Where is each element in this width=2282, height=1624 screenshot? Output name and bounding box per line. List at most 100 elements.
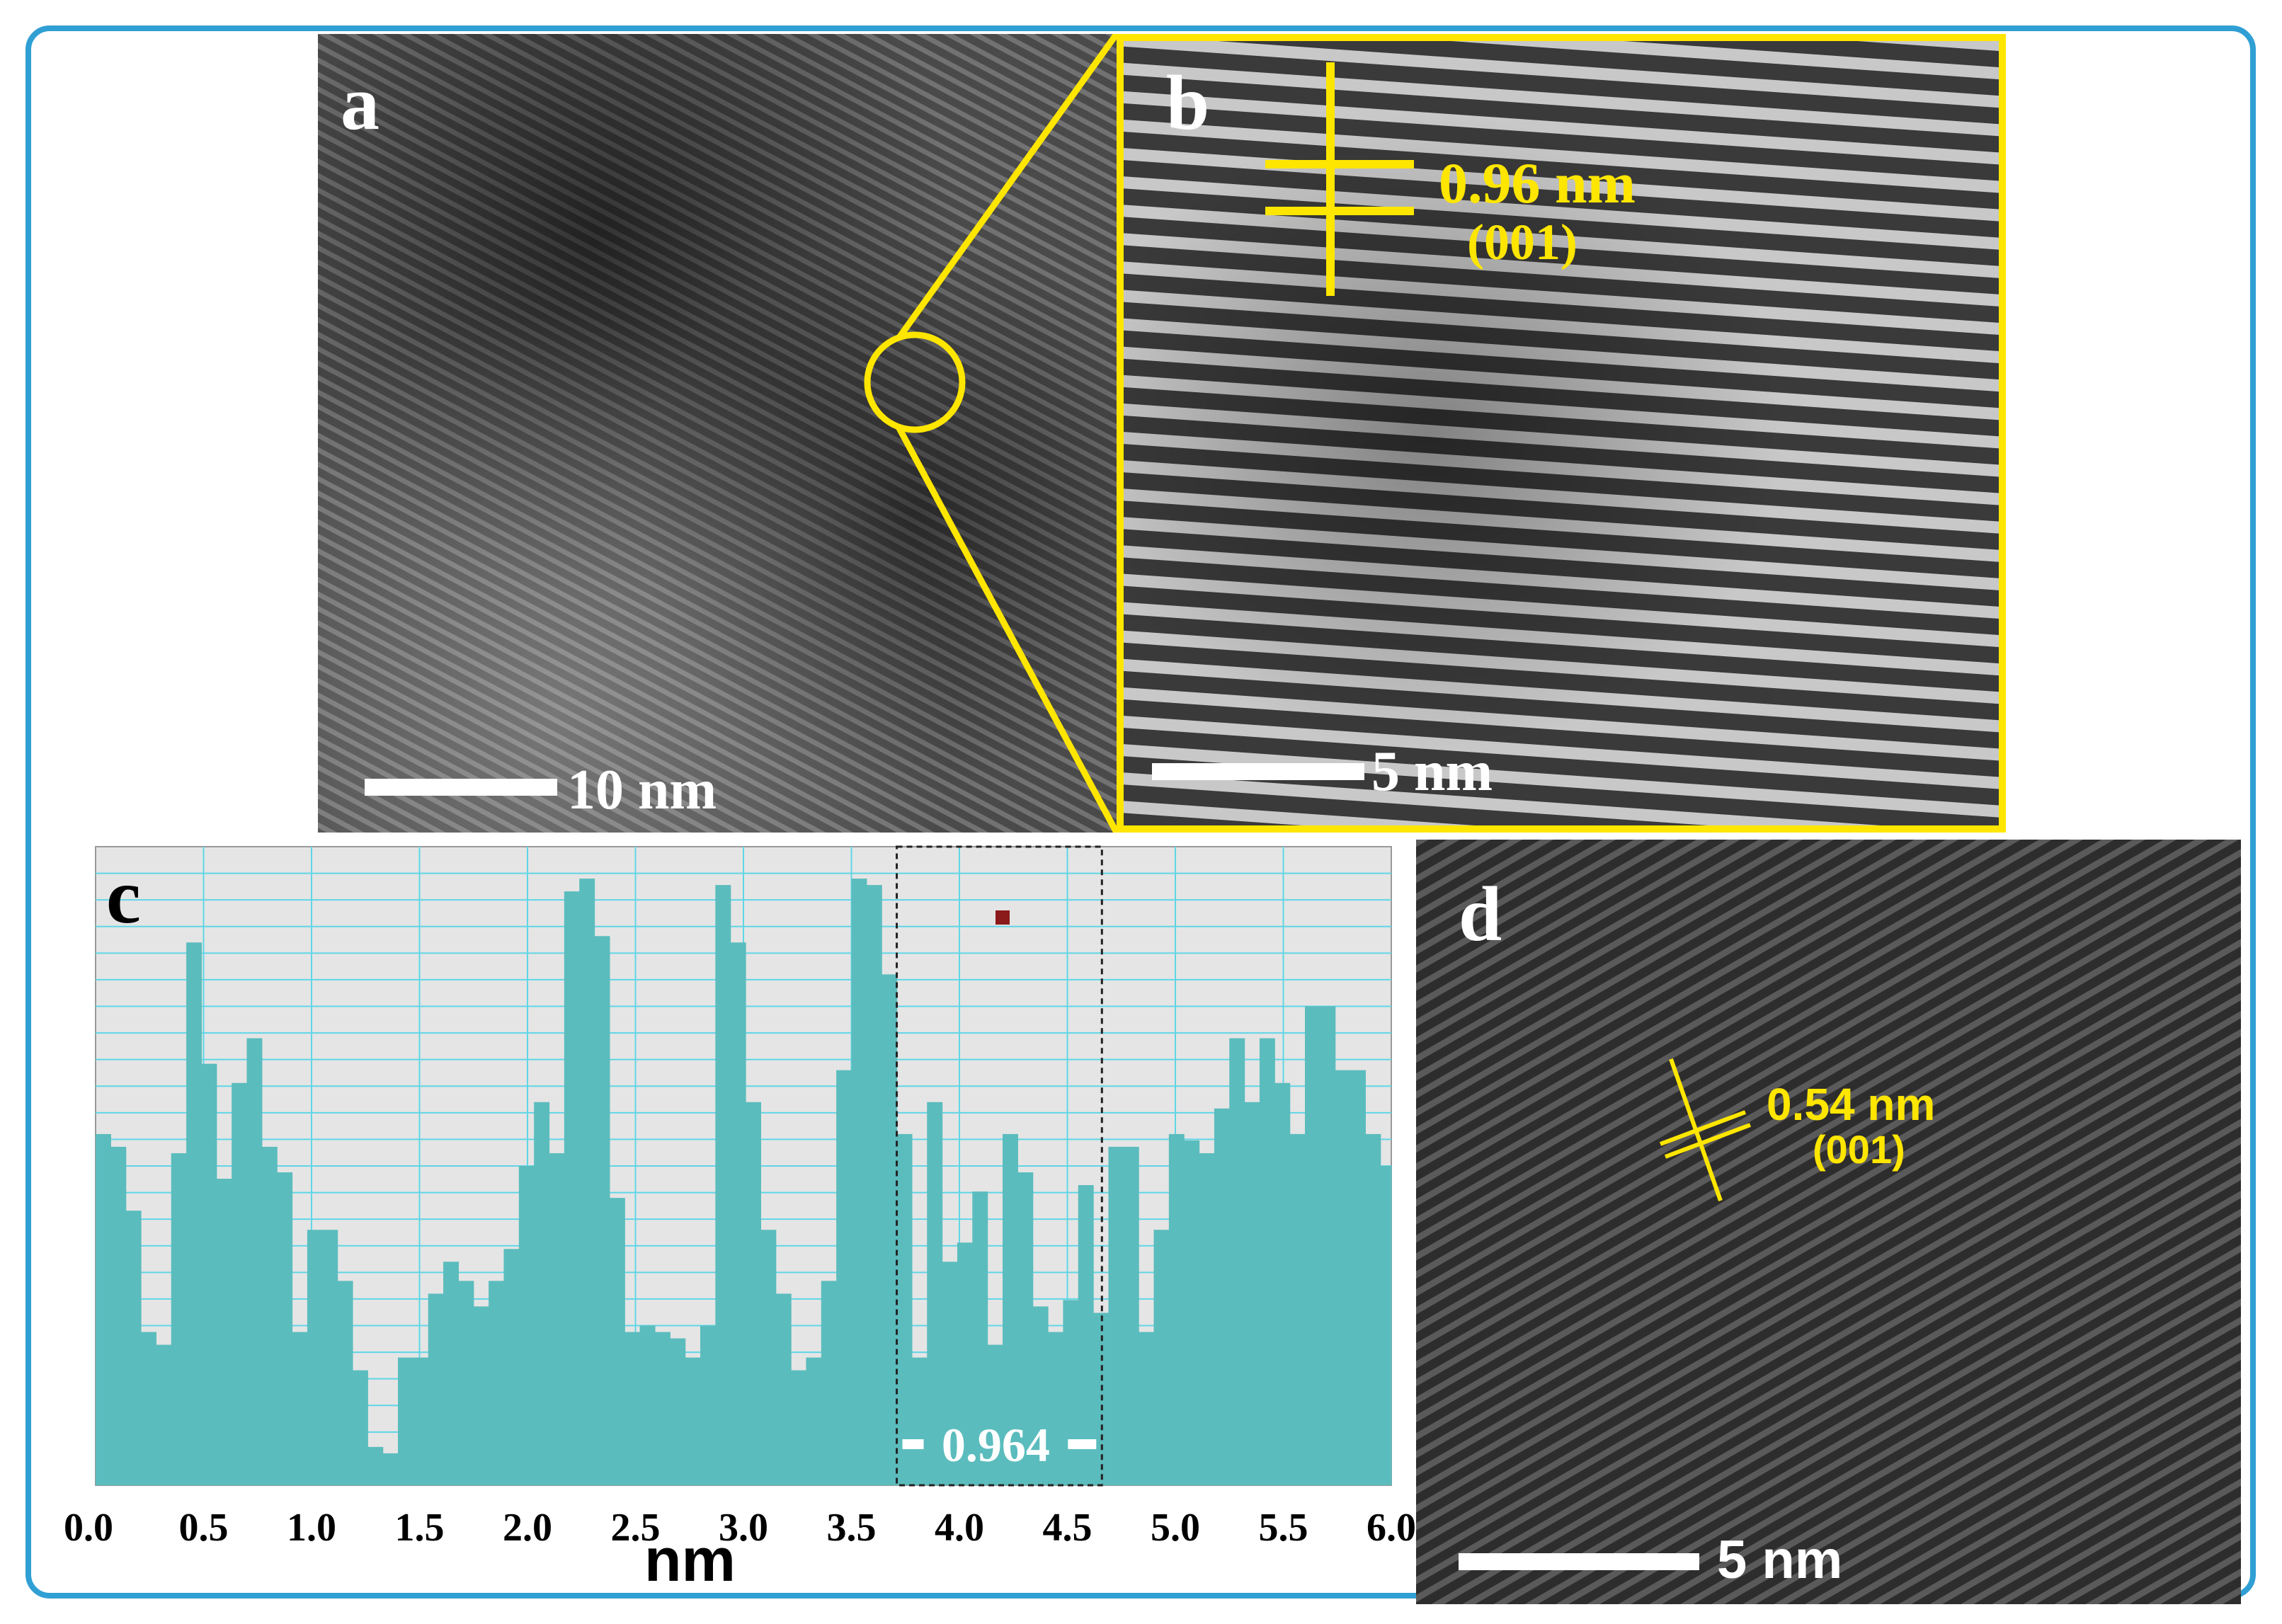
scale-bar-label-b: 5 nm — [1371, 740, 1493, 803]
profile-bar — [806, 1357, 822, 1485]
profile-bar — [458, 1281, 474, 1485]
profile-bar — [367, 1446, 384, 1485]
profile-bar — [534, 1102, 550, 1485]
profile-bar — [1003, 1133, 1018, 1485]
profile-bar — [851, 879, 867, 1485]
measure-box — [896, 845, 1103, 1487]
panel-label-c: c — [106, 853, 141, 939]
x-tick-label: 4.5 — [1043, 1506, 1092, 1550]
measure-label: 0.964 — [942, 1418, 1050, 1472]
profile-bar — [987, 1344, 1003, 1485]
intensity-profile-chart: 0.964 0.0 0.5 1.0 1.5 2.0 2.5 3.0 3.5 4.0 4.5 5.0 5… — [64, 845, 1416, 1550]
profile-bar — [866, 885, 882, 1485]
profile-bar — [141, 1332, 156, 1485]
profile-bar — [1229, 1038, 1245, 1485]
tem-image-a — [318, 34, 1117, 833]
profile-bar — [186, 942, 202, 1485]
x-tick-label: 1.0 — [287, 1506, 336, 1550]
profile-bar — [715, 885, 731, 1485]
profile-bar — [307, 1230, 323, 1485]
profile-bar — [322, 1230, 338, 1485]
profile-bar — [292, 1332, 308, 1485]
profile-bar — [1048, 1332, 1063, 1485]
profile-bar — [1365, 1133, 1381, 1485]
profile-bar — [1153, 1230, 1170, 1485]
profile-bar — [110, 1146, 127, 1485]
profile-bar — [261, 1146, 278, 1485]
profile-bar — [171, 1153, 187, 1485]
profile-bar — [942, 1262, 958, 1485]
profile-bar — [443, 1262, 459, 1485]
profile-bar — [1259, 1038, 1275, 1485]
scale-bar-b — [1152, 763, 1364, 780]
profile-bar — [352, 1370, 368, 1485]
profile-bar — [700, 1325, 716, 1485]
profile-bar — [473, 1306, 489, 1485]
tem-image-d — [1416, 840, 2241, 1604]
plane-label-b: (001) — [1467, 214, 1578, 270]
scale-bar-label-a: 10 nm — [567, 759, 717, 821]
profile-bar — [1244, 1102, 1260, 1485]
scale-bar-label-d: 5 nm — [1717, 1530, 1843, 1590]
profile-bar — [1032, 1306, 1049, 1485]
profile-bar — [125, 1211, 142, 1485]
marker-square — [995, 910, 1010, 925]
plane-label-d: (001) — [1813, 1127, 1905, 1172]
profile-bar — [232, 1082, 248, 1485]
profile-bar — [489, 1281, 505, 1485]
zoom-circle — [864, 331, 966, 433]
profile-bar — [972, 1191, 988, 1485]
profile-bar — [670, 1338, 686, 1485]
profile-bar — [549, 1153, 565, 1485]
profile-bar — [654, 1332, 671, 1485]
profile-bar — [277, 1172, 293, 1485]
profile-bar — [746, 1102, 761, 1485]
profile-bar — [1168, 1133, 1185, 1485]
profile-bar — [1274, 1082, 1291, 1485]
profile-bar — [685, 1357, 701, 1485]
profile-bar — [1063, 1300, 1079, 1485]
x-tick-label: 5.0 — [1151, 1506, 1200, 1550]
profile-bar — [1078, 1185, 1094, 1485]
profile-bar — [1335, 1070, 1351, 1485]
tem-image-b — [1117, 34, 2006, 833]
scale-bar-d — [1459, 1553, 1699, 1570]
profile-bar — [564, 891, 580, 1485]
panel-d: d 0.54 nm (001) 5 nm — [1416, 840, 2241, 1604]
x-tick-label: 1.5 — [395, 1506, 445, 1550]
profile-bar — [1380, 1166, 1392, 1485]
profile-bar — [579, 879, 595, 1485]
profile-bar — [639, 1325, 656, 1485]
profile-bar — [1214, 1108, 1230, 1485]
profile-bar — [1350, 1070, 1366, 1485]
panel-c: 0.964 0.0 0.5 1.0 1.5 2.0 2.5 3.0 3.5 4.0 4.5 5.0 5… — [42, 833, 1416, 1604]
profile-bar — [927, 1102, 943, 1485]
spacing-marker-d — [1659, 1058, 1752, 1201]
x-tick-label: 4.0 — [935, 1506, 984, 1550]
profile-xlabel: nm — [644, 1526, 736, 1594]
x-tick-label: 3.0 — [719, 1506, 768, 1550]
profile-bar — [503, 1249, 520, 1485]
spacing-label-d: 0.54 nm — [1767, 1079, 1936, 1130]
profile-bar — [730, 942, 746, 1485]
profile-bar — [518, 1166, 535, 1485]
profile-bar — [337, 1281, 353, 1485]
profile-bar — [609, 1198, 625, 1485]
x-tick-label: 3.5 — [827, 1506, 877, 1550]
profile-bar — [896, 1133, 913, 1485]
x-tick-label: 6.0 — [1367, 1506, 1416, 1550]
profile-bar — [398, 1357, 413, 1485]
spacing-marker-b — [1265, 62, 1414, 296]
profile-bar — [201, 1063, 217, 1485]
panel-label-b: b — [1166, 59, 1210, 146]
profile-bar — [1123, 1146, 1139, 1485]
profile-bar — [216, 1179, 232, 1485]
zoom-frame — [1117, 34, 2006, 833]
profile-bar — [246, 1038, 263, 1485]
profile-bar — [1184, 1140, 1200, 1485]
profile-bar — [1289, 1133, 1306, 1485]
x-tick-label: 5.5 — [1259, 1506, 1308, 1550]
profile-bar — [882, 974, 898, 1485]
profile-bar — [594, 936, 610, 1485]
profile-bar — [156, 1344, 172, 1485]
